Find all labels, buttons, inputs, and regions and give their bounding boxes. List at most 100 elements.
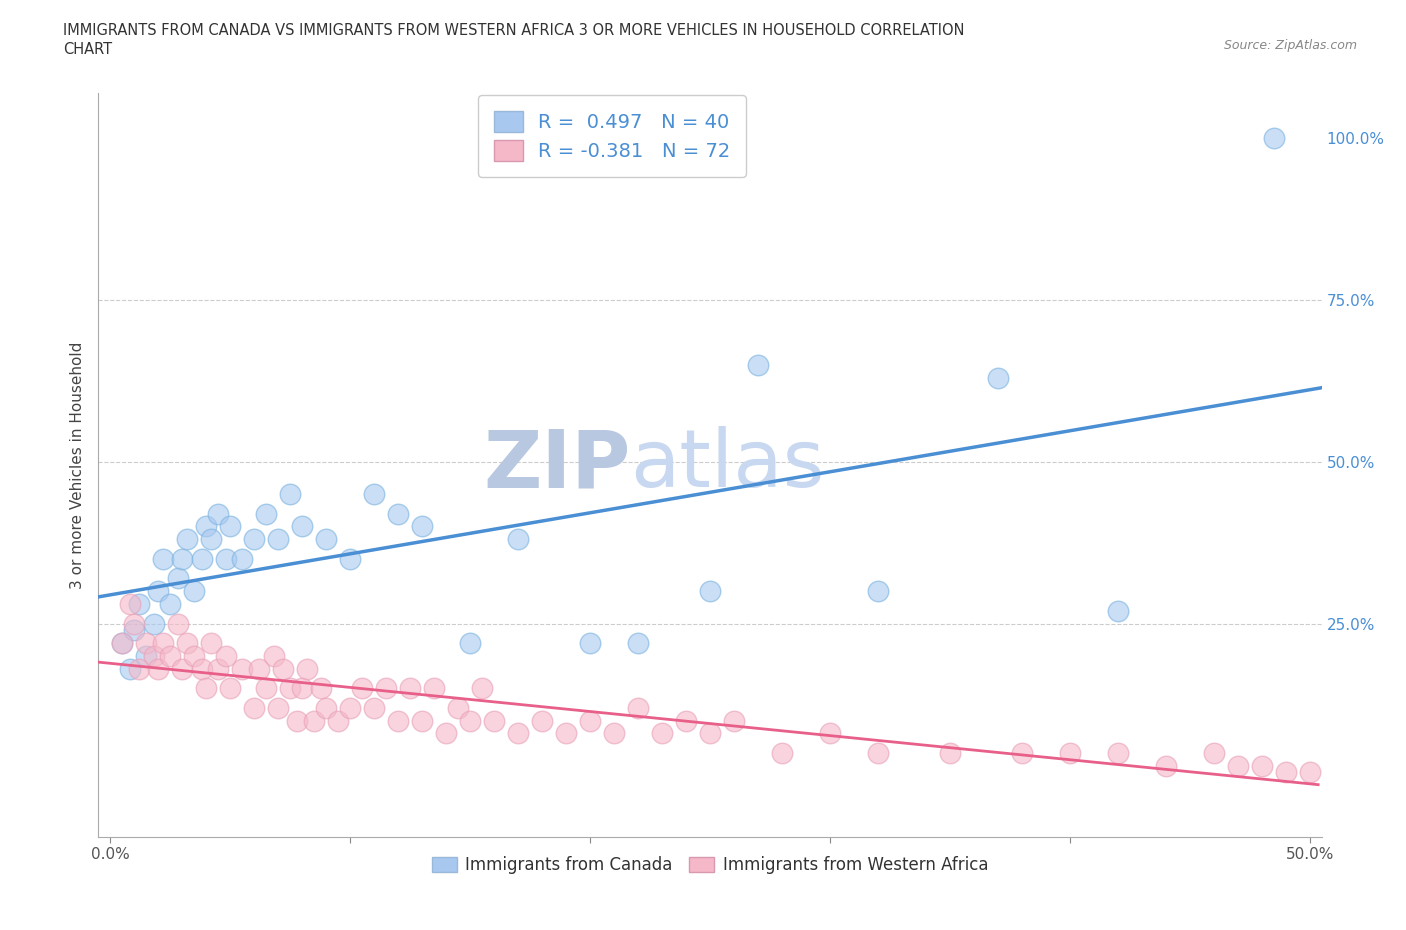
Point: [1154, 758, 1177, 773]
Point: [315, 532, 337, 547]
Point: [339, 700, 361, 715]
Point: [214, 648, 236, 663]
Point: [423, 681, 446, 696]
Point: [159, 648, 181, 663]
Point: [482, 713, 505, 728]
Point: [254, 681, 277, 696]
Point: [278, 486, 301, 501]
Point: [190, 551, 212, 566]
Point: [352, 681, 374, 696]
Point: [231, 661, 253, 676]
Point: [471, 681, 494, 696]
Point: [295, 661, 318, 676]
Point: [291, 681, 314, 696]
Point: [267, 700, 290, 715]
Point: [399, 681, 422, 696]
Point: [387, 506, 409, 521]
Point: [304, 713, 326, 728]
Point: [267, 532, 290, 547]
Point: [328, 713, 350, 728]
Point: [1263, 131, 1285, 146]
Point: [219, 519, 242, 534]
Point: [278, 681, 301, 696]
Point: [207, 506, 229, 521]
Point: [118, 661, 141, 676]
Point: [1059, 746, 1081, 761]
Point: [508, 532, 530, 547]
Point: [271, 661, 294, 676]
Point: [166, 616, 188, 631]
Point: [1347, 764, 1369, 779]
Point: [172, 661, 194, 676]
Point: [866, 746, 889, 761]
Point: [287, 713, 309, 728]
Text: Source: ZipAtlas.com: Source: ZipAtlas.com: [1223, 39, 1357, 52]
Point: [458, 635, 481, 650]
Point: [195, 681, 218, 696]
Point: [243, 700, 266, 715]
Point: [214, 551, 236, 566]
Point: [363, 486, 385, 501]
Point: [1107, 604, 1129, 618]
Point: [219, 681, 242, 696]
Point: [434, 726, 457, 741]
Point: [627, 700, 650, 715]
Point: [1298, 764, 1320, 779]
Point: [311, 681, 333, 696]
Point: [315, 700, 337, 715]
Point: [555, 726, 578, 741]
Point: [172, 551, 194, 566]
Point: [723, 713, 745, 728]
Text: ZIP: ZIP: [484, 426, 630, 504]
Point: [247, 661, 270, 676]
Point: [747, 357, 769, 372]
Point: [508, 726, 530, 741]
Point: [339, 551, 361, 566]
Point: [135, 648, 157, 663]
Point: [118, 597, 141, 612]
Point: [176, 532, 198, 547]
Text: CHART: CHART: [63, 42, 112, 57]
Point: [411, 519, 433, 534]
Point: [458, 713, 481, 728]
Point: [111, 635, 134, 650]
Point: [200, 635, 222, 650]
Y-axis label: 3 or more Vehicles in Household: 3 or more Vehicles in Household: [69, 341, 84, 589]
Point: [627, 635, 650, 650]
Point: [243, 532, 266, 547]
Point: [1202, 746, 1225, 761]
Point: [124, 616, 146, 631]
Point: [603, 726, 626, 741]
Point: [699, 726, 721, 741]
Point: [1274, 764, 1296, 779]
Text: atlas: atlas: [630, 426, 825, 504]
Point: [231, 551, 253, 566]
Point: [254, 506, 277, 521]
Point: [159, 597, 181, 612]
Point: [142, 616, 165, 631]
Point: [176, 635, 198, 650]
Point: [699, 584, 721, 599]
Point: [152, 635, 174, 650]
Point: [195, 519, 218, 534]
Point: [128, 661, 150, 676]
Point: [447, 700, 470, 715]
Point: [579, 635, 602, 650]
Point: [866, 584, 889, 599]
Point: [939, 746, 962, 761]
Point: [148, 661, 170, 676]
Point: [651, 726, 673, 741]
Point: [263, 648, 285, 663]
Point: [375, 681, 398, 696]
Point: [200, 532, 222, 547]
Point: [1011, 746, 1033, 761]
Point: [190, 661, 212, 676]
Point: [411, 713, 433, 728]
Point: [148, 584, 170, 599]
Point: [1107, 746, 1129, 761]
Point: [1226, 758, 1249, 773]
Point: [675, 713, 697, 728]
Point: [135, 635, 157, 650]
Legend: Immigrants from Canada, Immigrants from Western Africa: Immigrants from Canada, Immigrants from …: [425, 849, 995, 881]
Text: IMMIGRANTS FROM CANADA VS IMMIGRANTS FROM WESTERN AFRICA 3 OR MORE VEHICLES IN H: IMMIGRANTS FROM CANADA VS IMMIGRANTS FRO…: [63, 23, 965, 38]
